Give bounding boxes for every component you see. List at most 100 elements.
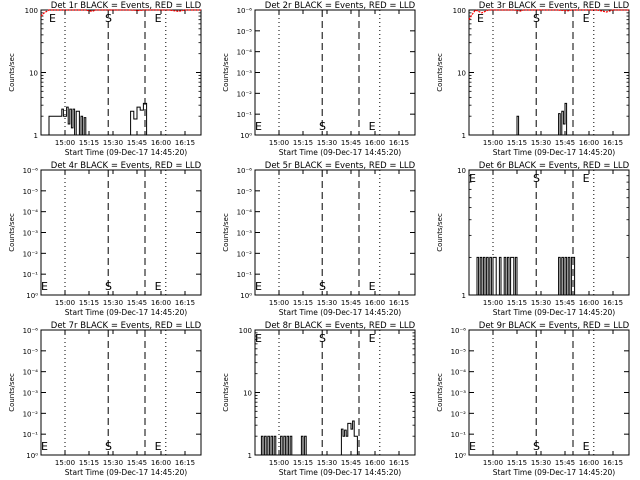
plot-frame [468,329,630,456]
y-tick-label: 10⁻³ [23,230,39,238]
panel-title: Det 6r BLACK = Events, RED = LLD [479,161,630,171]
y-tick-label: 10⁻³ [237,230,253,238]
event-marker-s: S [105,280,112,293]
panel-title: Det 2r BLACK = Events, RED = LLD [265,1,416,11]
y-axis-label: Counts/sec [436,213,444,252]
events-series [48,102,153,136]
x-tick-label: 15:45 [127,299,147,307]
x-tick-label: 16:15 [389,299,409,307]
x-tick-label: 15:30 [531,139,551,147]
event-marker-e: E [469,440,476,453]
panel-det-6: Det 6r BLACK = Events, RED = LLD 1 10 15:00… [436,161,630,317]
x-tick-label: 16:15 [389,139,409,147]
x-axis-label: Start Time (09-Dec-17 14:45:20) [279,148,401,157]
event-marker-e: E [369,120,376,133]
event-marker-e: E [255,120,262,133]
y-tick-label: 10⁻⁶ [237,7,253,15]
y-tick-label: 10⁻⁶ [23,167,39,175]
x-tick-label: 16:15 [603,299,623,307]
event-marker-e: E [155,12,162,25]
x-axis-label: Start Time (09-Dec-17 14:45:20) [493,468,615,477]
y-tick-label: 1 [462,292,466,300]
lld-series [40,9,201,17]
panel-det-4: Det 4r BLACK = Events, RED = LLD 10⁰ 10⁻¹ 1… [8,161,202,317]
x-tick-label: 15:00 [483,299,503,307]
x-tick-label: 15:45 [341,139,361,147]
event-marker-e: E [369,332,376,345]
x-tick-label: 15:45 [127,459,147,467]
y-tick-label: 10⁻⁵ [23,348,39,356]
x-tick-label: 15:15 [79,459,99,467]
x-tick-label: 15:15 [507,299,527,307]
x-tick-label: 15:45 [341,459,361,467]
event-marker-s: S [319,280,326,293]
event-marker-e: E [155,440,162,453]
panel-title: Det 8r BLACK = Events, RED = LLD [265,321,416,331]
panel-title: Det 4r BLACK = Events, RED = LLD [51,161,202,171]
x-tick-label: 16:00 [365,299,385,307]
x-tick-label: 15:15 [293,459,313,467]
y-tick-label: 10⁰ [26,452,38,460]
event-marker-s: S [533,172,540,185]
plot-frame [40,329,202,456]
x-axis-label: Start Time (09-Dec-17 14:45:20) [65,148,187,157]
x-tick-label: 16:00 [579,459,599,467]
x-tick-label: 15:45 [555,139,575,147]
event-marker-s: S [533,440,540,453]
y-tick-label: 10⁻⁴ [23,209,39,217]
y-tick-label: 10⁻³ [451,390,467,398]
y-tick-label: 10 [457,167,466,175]
y-axis-label: Counts/sec [222,373,230,412]
x-tick-label: 16:00 [579,139,599,147]
x-tick-label: 15:30 [317,139,337,147]
y-tick-label: 100 [25,7,38,15]
y-tick-label: 1 [34,132,38,140]
panel-title: Det 9r BLACK = Events, RED = LLD [479,321,630,331]
event-marker-e: E [477,12,484,25]
y-axis-label: Counts/sec [222,213,230,252]
y-tick-label: 10⁻² [23,410,39,418]
y-tick-label: 10⁻³ [23,390,39,398]
y-tick-label: 10⁻⁵ [451,348,467,356]
x-tick-label: 15:00 [269,299,289,307]
y-tick-label: 10 [243,390,252,398]
x-tick-label: 16:15 [389,459,409,467]
y-tick-label: 10⁰ [240,292,252,300]
y-tick-label: 1 [248,452,252,460]
panel-det-7: Det 7r BLACK = Events, RED = LLD 10⁰ 10⁻¹ 1… [8,321,202,477]
x-tick-label: 15:15 [79,299,99,307]
x-tick-label: 16:00 [365,459,385,467]
event-marker-s: S [319,332,326,345]
plot-frame [254,9,416,136]
plot-frame [40,169,202,296]
y-tick-label: 10⁰ [26,292,38,300]
y-tick-label: 10⁻¹ [23,271,39,279]
panel-det-9: Det 9r BLACK = Events, RED = LLD 10⁰ 10⁻¹ 1… [436,321,630,477]
panel-det-1: Det 1r BLACK = Events, RED = LLD 1 10 100 15… [8,1,202,157]
events-series [516,102,569,136]
lld-series [468,9,629,21]
x-axis-label: Start Time (09-Dec-17 14:45:20) [279,468,401,477]
y-tick-label: 10⁻⁵ [23,188,39,196]
y-axis-label: Counts/sec [222,53,230,92]
y-tick-label: 10⁻¹ [237,111,253,119]
y-axis-label: Counts/sec [8,53,16,92]
event-marker-s: S [105,12,112,25]
x-tick-label: 16:00 [579,299,599,307]
y-tick-label: 10⁻² [237,90,253,98]
x-tick-label: 15:45 [341,299,361,307]
x-tick-label: 15:00 [269,459,289,467]
x-axis-label: Start Time (09-Dec-17 14:45:20) [65,468,187,477]
x-tick-label: 16:00 [151,139,171,147]
y-axis-label: Counts/sec [8,213,16,252]
y-tick-label: 10 [29,70,38,78]
x-tick-label: 16:00 [151,299,171,307]
y-tick-label: 10⁻² [237,250,253,258]
event-marker-e: E [155,280,162,293]
event-marker-e: E [41,440,48,453]
x-tick-label: 15:00 [269,139,289,147]
panel-title: Det 5r BLACK = Events, RED = LLD [265,161,416,171]
x-tick-label: 16:00 [151,459,171,467]
x-tick-label: 15:45 [555,459,575,467]
